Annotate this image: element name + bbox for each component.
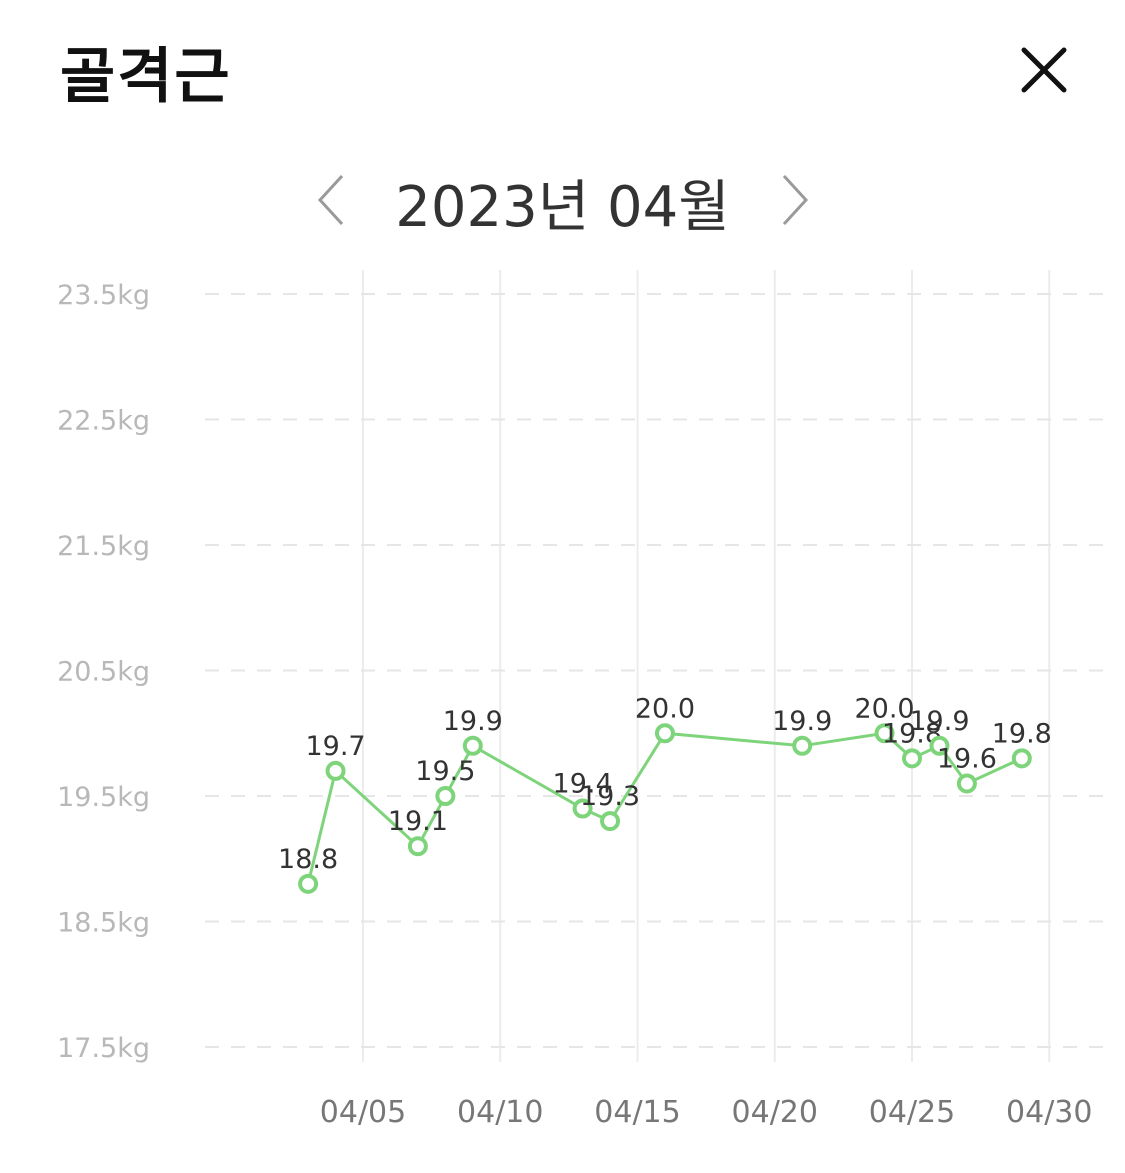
data-point	[462, 735, 483, 756]
data-label: 19.6	[937, 743, 997, 774]
x-tick-label: 04/25	[869, 1095, 955, 1130]
y-tick-label: 18.5kg	[57, 908, 150, 939]
data-label: 19.3	[580, 781, 640, 812]
data-label: 20.0	[635, 693, 695, 724]
chevron-right-icon	[782, 174, 809, 226]
page-title: 골격근	[60, 42, 232, 112]
data-point	[792, 735, 813, 756]
y-tick-label: 19.5kg	[57, 782, 150, 813]
data-label: 18.8	[278, 844, 338, 875]
data-point	[298, 873, 319, 894]
month-navigator: 2023년 04월	[0, 150, 1125, 250]
data-label: 19.9	[909, 706, 969, 737]
data-label: 19.1	[388, 806, 448, 837]
x-tick-label: 04/05	[320, 1095, 406, 1130]
x-tick-label: 04/15	[594, 1095, 680, 1130]
skeletal-muscle-line-chart: 17.5kg 18.5kg 19.5kg 20.5kg 21.5kg 22.5kg 23.5…	[57, 270, 1115, 1130]
data-point	[325, 760, 346, 781]
chevron-left-icon	[317, 174, 344, 226]
month-label: 2023년 04월	[395, 175, 730, 240]
y-tick-label: 17.5kg	[57, 1033, 150, 1064]
data-point	[874, 723, 895, 744]
prev-month-button[interactable]	[308, 170, 356, 230]
data-label: 20.0	[854, 693, 914, 724]
y-tick-label: 23.5kg	[57, 280, 150, 311]
data-point	[1011, 748, 1032, 769]
data-label: 19.9	[772, 706, 832, 737]
data-point	[600, 811, 621, 832]
header: 골격근	[0, 0, 1125, 140]
data-point	[902, 748, 922, 769]
y-tick-label: 20.5kg	[57, 657, 150, 688]
data-point	[572, 798, 593, 819]
y-tick-label: 22.5kg	[57, 406, 150, 437]
x-tick-label: 04/30	[1006, 1095, 1092, 1130]
data-point	[435, 786, 456, 806]
data-label: 19.7	[305, 731, 365, 762]
x-tick-label: 04/20	[732, 1095, 818, 1130]
data-label: 19.4	[553, 769, 613, 800]
data-label: 19.5	[415, 756, 475, 787]
y-tick-label: 21.5kg	[57, 531, 150, 562]
data-point	[654, 723, 675, 744]
close-icon	[1021, 47, 1067, 93]
x-tick-label: 04/10	[457, 1095, 543, 1130]
data-point	[929, 735, 950, 756]
data-point	[956, 773, 977, 794]
data-label: 19.8	[992, 718, 1052, 749]
data-point	[407, 836, 428, 857]
data-label: 19.9	[443, 706, 503, 737]
close-button[interactable]	[1012, 38, 1076, 102]
next-month-button[interactable]	[770, 170, 818, 230]
